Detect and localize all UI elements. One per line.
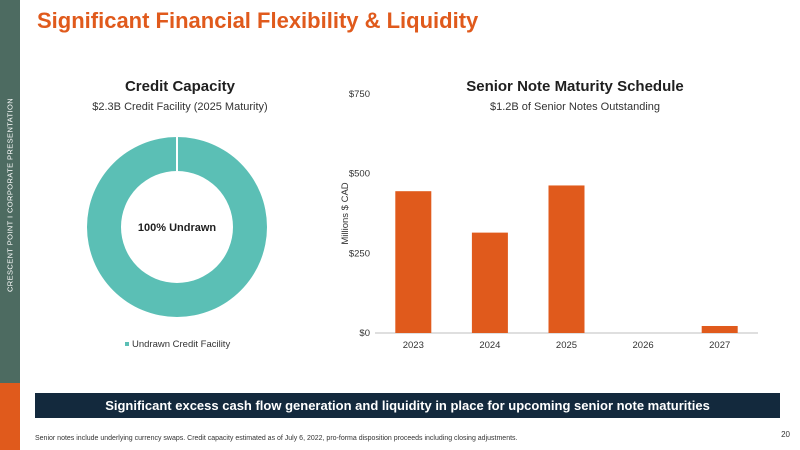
- donut-slice: [87, 137, 267, 317]
- x-tick-label: 2026: [633, 340, 654, 351]
- sidebar-accent-block: [0, 383, 20, 450]
- y-tick-label: $0: [359, 328, 370, 339]
- page-number: 20: [781, 430, 790, 439]
- y-tick-label: $500: [349, 169, 370, 180]
- senior-note-maturity-bar-chart: $0 $250 $500 $750 Millions $ CAD 2023 2024 2025…: [340, 89, 758, 351]
- y-tick-label: $250: [349, 248, 370, 259]
- footnote: Senior notes include underlying currency…: [35, 435, 518, 442]
- x-tick-label: 2027: [709, 340, 730, 351]
- maturity-chart-subtitle: $1.2B of Senior Notes Outstanding: [490, 101, 660, 113]
- maturity-chart-title: Senior Note Maturity Schedule: [466, 78, 684, 95]
- credit-chart-subtitle: $2.3B Credit Facility (2025 Maturity): [92, 101, 268, 113]
- legend-swatch: [125, 342, 129, 346]
- credit-capacity-donut-chart: 100% Undrawn Undrawn Credit Facility: [87, 137, 267, 350]
- bar: [701, 325, 738, 333]
- y-tick-label: $750: [349, 89, 370, 100]
- bar: [548, 185, 585, 333]
- bar: [471, 232, 508, 333]
- x-tick-label: 2025: [556, 340, 577, 351]
- sidebar-band: CRESCENT POINT I CORPORATE PRESENTATION: [0, 0, 20, 450]
- bar: [395, 191, 432, 333]
- legend-label: Undrawn Credit Facility: [132, 339, 230, 350]
- sidebar-label: CRESCENT POINT I CORPORATE PRESENTATION: [5, 97, 15, 293]
- y-axis-label: Millions $ CAD: [340, 182, 351, 244]
- page-title: Significant Financial Flexibility & Liqu…: [37, 8, 479, 33]
- credit-chart-title: Credit Capacity: [124, 78, 236, 95]
- summary-banner: Significant excess cash flow generation …: [35, 393, 780, 418]
- donut-center-label: 100% Undrawn: [138, 222, 217, 234]
- x-tick-label: 2024: [479, 340, 500, 351]
- x-tick-label: 2023: [403, 340, 424, 351]
